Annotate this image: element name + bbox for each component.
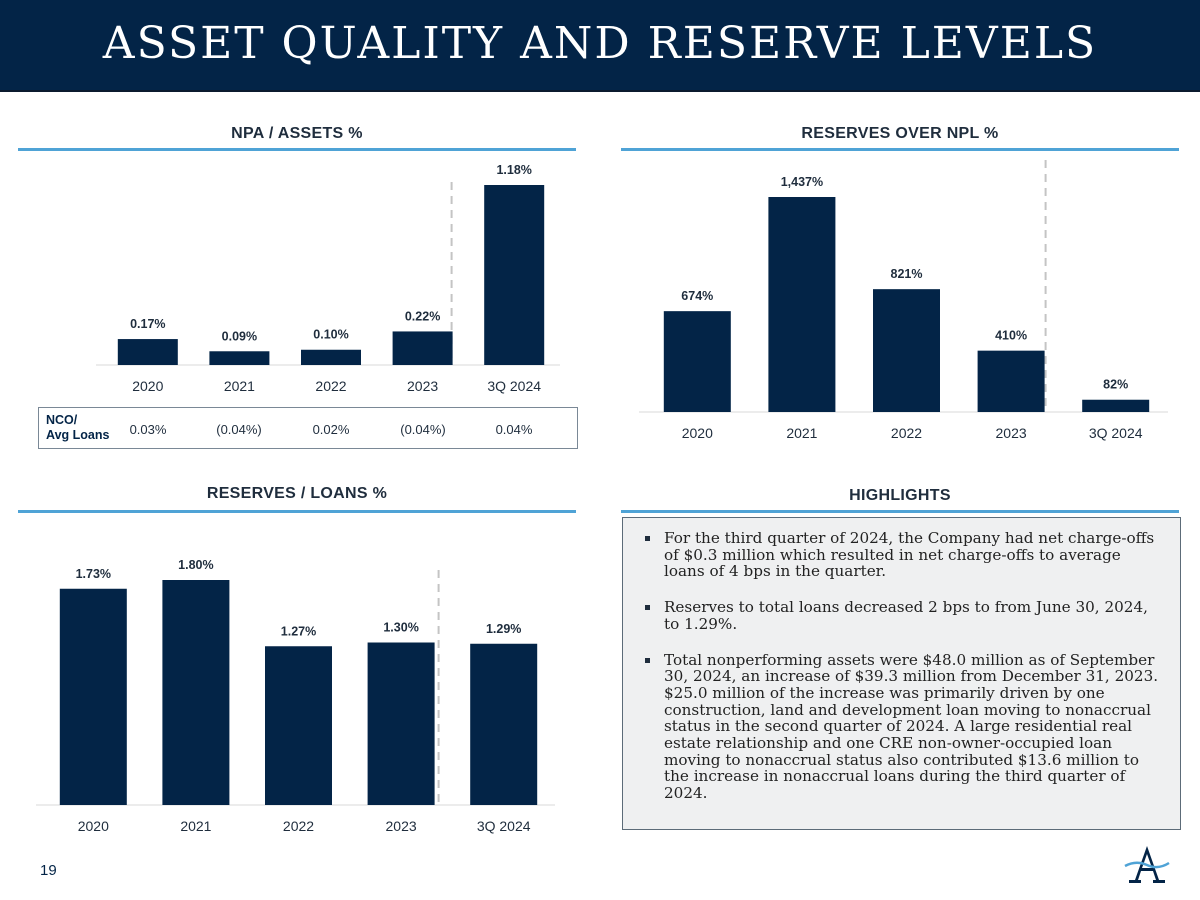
nco-label: NCO/ Avg Loans [46,413,109,443]
x-tick-label: 2021 [224,378,255,394]
x-tick-label: 2023 [996,425,1027,441]
bar [873,289,940,412]
npa-assets-chart: 0.17% 2020 0.09% 2021 0.10% 2022 0.22% 2023 1.18… [96,163,560,394]
nco-label-line2: Avg Loans [46,428,110,442]
data-label: 82% [1103,378,1128,392]
nco-avg-loans-table: NCO/ Avg Loans 0.03% (0.04%) 0.02% (0.04… [38,407,578,449]
highlights-box: For the third quarter of 2024, the Compa… [622,517,1181,830]
data-label: 0.09% [222,329,257,343]
company-logo-icon [1124,846,1170,883]
x-tick-label: 2021 [180,818,211,834]
reserves-loans-title: RESERVES / LOANS % [206,485,388,502]
data-label: 1,437% [781,175,823,189]
bar [301,349,361,365]
page-title: ASSET QUALITY AND RESERVE LEVELS [102,18,1098,69]
npa-assets-rule [18,148,576,151]
x-tick-label: 3Q 2024 [477,818,531,834]
bar [367,642,435,805]
data-label: 674% [681,289,713,303]
bar [392,331,453,365]
bar [484,185,545,365]
highlight-item: For the third quarter of 2024, the Compa… [643,530,1166,580]
highlights-rule [621,510,1179,513]
x-tick-label: 3Q 2024 [487,378,541,394]
highlight-item: Total nonperforming assets were $48.0 mi… [643,651,1166,802]
bar [768,197,836,412]
title-bar: ASSET QUALITY AND RESERVE LEVELS [0,0,1200,92]
nco-value-2022: 0.02% [312,422,350,437]
data-label: 0.10% [313,328,348,342]
reserves-loans-rule [18,510,576,513]
data-label: 1.30% [383,621,418,635]
page-number: 19 [40,862,57,879]
bar [470,643,538,805]
data-label: 1.80% [178,558,213,572]
nco-value-2023: (0.04%) [400,422,446,437]
x-tick-label: 2021 [786,425,817,441]
data-label: 0.22% [405,309,440,323]
data-label: 1.73% [76,567,111,581]
highlight-item: Reserves to total loans decreased 2 bps … [643,599,1166,632]
data-label: 821% [891,267,923,281]
bar [1082,399,1150,412]
x-tick-label: 2023 [407,378,438,394]
bar [162,580,230,805]
x-tick-label: 2022 [891,425,922,441]
bar [59,588,127,805]
data-label: 1.18% [496,163,531,177]
reserves-npl-title: RESERVES OVER NPL % [801,125,999,142]
data-label: 410% [995,329,1027,343]
x-tick-label: 3Q 2024 [1089,425,1143,441]
reserves-npl-chart: 674% 2020 1,437% 2021 821% 2022 410% 2023 82% 3Q … [639,160,1168,441]
bar [209,351,270,365]
bar [117,339,178,365]
bar [663,311,731,412]
npa-assets-title: NPA / ASSETS % [231,125,363,142]
data-label: 1.27% [281,624,316,638]
reserves-npl-rule [621,148,1179,151]
nco-value-2020: 0.03% [129,422,167,437]
bar [265,646,332,805]
x-tick-label: 2020 [132,378,163,394]
data-label: 0.17% [130,317,165,331]
nco-value-3q2024: 0.04% [495,422,533,437]
x-tick-label: 2022 [315,378,346,394]
nco-label-line1: NCO/ [46,413,78,427]
data-label: 1.29% [486,622,521,636]
reserves-loans-chart: 1.73% 2020 1.80% 2021 1.27% 2022 1.30% 2023 1.29… [36,558,555,834]
x-tick-label: 2020 [78,818,109,834]
x-tick-label: 2020 [682,425,713,441]
x-tick-label: 2023 [386,818,417,834]
x-tick-label: 2022 [283,818,314,834]
nco-value-2021: (0.04%) [216,422,262,437]
highlights-title: HIGHLIGHTS [849,487,951,504]
highlights-list: For the third quarter of 2024, the Compa… [643,530,1166,802]
bar [977,350,1045,412]
